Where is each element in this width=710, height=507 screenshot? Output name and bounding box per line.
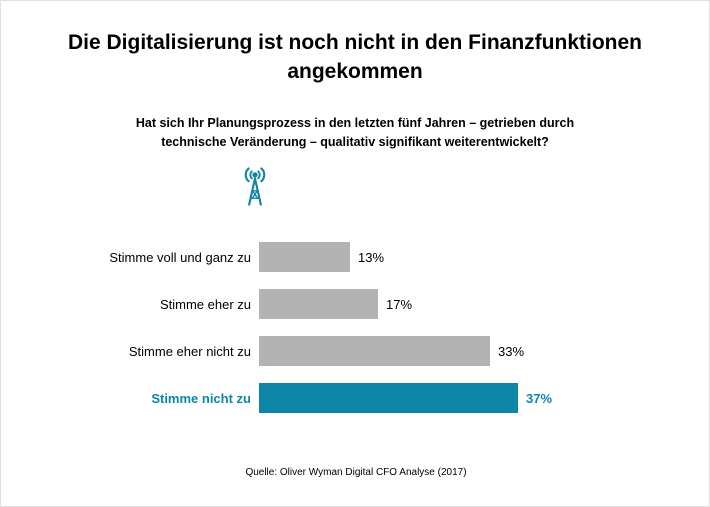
bar bbox=[259, 336, 490, 366]
bar-value-label: 13% bbox=[358, 249, 385, 265]
bar-category-label: Stimme eher nicht zu bbox=[128, 343, 251, 359]
page-title: Die Digitalisierung ist noch nicht in de… bbox=[67, 31, 642, 83]
bar-category-label: Stimme eher zu bbox=[159, 296, 251, 312]
bar-row: Stimme eher zu 17% bbox=[1, 289, 709, 319]
bar-row: Stimme eher nicht zu 33% bbox=[1, 336, 709, 366]
source-caption: Quelle: Oliver Wyman Digital CFO Analyse… bbox=[245, 467, 467, 478]
bar-row: Stimme voll und ganz zu 13% bbox=[1, 242, 709, 272]
chart-question-line2: technische Veränderung – qualitativ sign… bbox=[161, 134, 549, 149]
bar bbox=[259, 383, 518, 413]
bar-value-label: 37% bbox=[526, 390, 553, 406]
bar-category-label: Stimme nicht zu bbox=[151, 390, 251, 406]
bar-chart: Stimme voll und ganz zu 13% Stimme eher zu… bbox=[1, 242, 709, 430]
chart-question: Hat sich Ihr Planungsprozess in den letz… bbox=[71, 114, 639, 152]
bar-value-label: 33% bbox=[498, 343, 525, 359]
bar-category-label: Stimme voll und ganz zu bbox=[109, 249, 251, 265]
chart-question-line1: Hat sich Ihr Planungsprozess in den letz… bbox=[135, 116, 575, 130]
bar bbox=[259, 289, 378, 319]
bar-row: Stimme nicht zu 37% bbox=[1, 383, 709, 413]
broadcast-tower-icon bbox=[238, 160, 272, 212]
bar-value-label: 17% bbox=[386, 296, 413, 312]
bar bbox=[259, 242, 350, 272]
